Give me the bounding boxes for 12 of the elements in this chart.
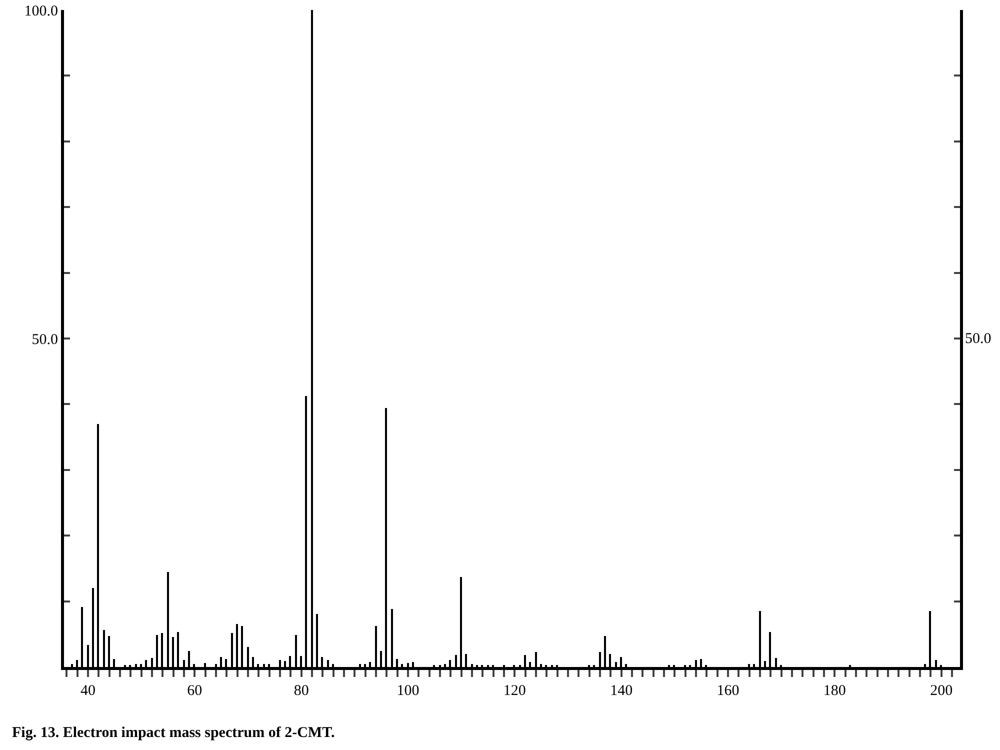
y-tick-label: 100.0 <box>24 3 58 20</box>
x-tick-label: 60 <box>187 683 202 699</box>
x-tick-label: 200 <box>930 683 953 699</box>
x-tick-label: 80 <box>294 683 309 699</box>
x-tick-label: 120 <box>503 683 526 699</box>
x-tick-label: 160 <box>716 683 740 699</box>
x-tick-label: 40 <box>80 683 96 699</box>
caption: Fig. 13. Electron impact mass spectrum of 2-CMT. <box>12 725 335 741</box>
x-tick-label: 180 <box>823 683 846 699</box>
x-tick-label: 140 <box>610 683 633 699</box>
text: 50.0 <box>965 331 992 347</box>
x-tick-label: 100 <box>396 683 420 699</box>
